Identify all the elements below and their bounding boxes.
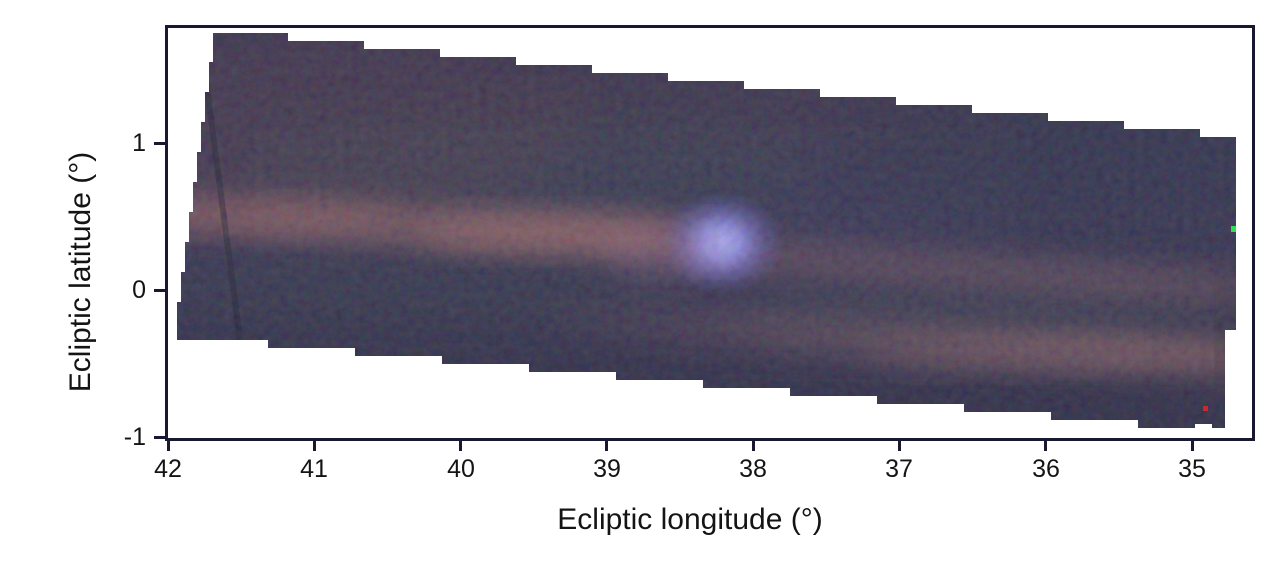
x-tick-label: 41 [300, 455, 328, 483]
x-tick-mark [751, 441, 755, 451]
x-tick-mark [1190, 441, 1194, 451]
x-axis-label: Ecliptic longitude (°) [557, 503, 823, 536]
y-tick-label: -1 [123, 423, 146, 451]
red-artifact-pixel [1203, 406, 1208, 411]
y-tick-mark [154, 435, 165, 439]
sky-map-strip [177, 33, 1236, 428]
y-tick-mark [154, 288, 165, 292]
x-tick-label: 38 [739, 455, 767, 483]
x-tick-label: 37 [885, 455, 913, 483]
x-tick-mark [459, 441, 463, 451]
green-artifact-pixel [1231, 226, 1236, 232]
x-tick-label: 39 [593, 455, 621, 483]
y-tick-label: 0 [132, 276, 146, 304]
x-tick-mark [605, 441, 609, 451]
x-tick-label: 36 [1032, 455, 1060, 483]
x-tick-mark [897, 441, 901, 451]
x-tick-label: 42 [154, 455, 182, 483]
x-tick-label: 35 [1178, 455, 1206, 483]
y-tick-mark [154, 141, 165, 145]
x-tick-mark [1044, 441, 1048, 451]
y-axis-label: Ecliptic latitude (°) [64, 151, 97, 393]
y-tick-label: 1 [132, 129, 146, 157]
x-tick-label: 40 [447, 455, 475, 483]
x-tick-mark [166, 441, 170, 451]
x-tick-mark [312, 441, 316, 451]
